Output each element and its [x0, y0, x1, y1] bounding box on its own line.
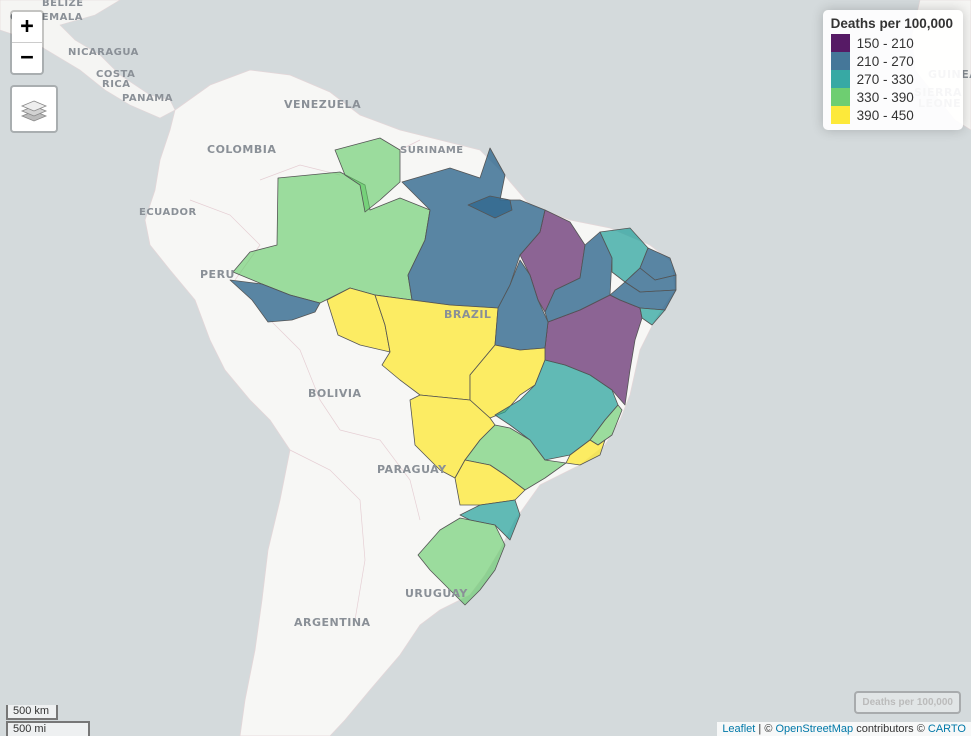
layers-icon [20, 100, 48, 122]
label-costa: COSTA [96, 69, 135, 80]
state-roraima[interactable] [334, 137, 401, 213]
zoom-in-button[interactable]: + [12, 12, 42, 43]
legend-swatch [830, 88, 850, 106]
attribution: Leaflet | © OpenStreetMap contributors ©… [717, 722, 971, 736]
label-ecuador: ECUADOR [139, 207, 197, 218]
label-rica: RICA [102, 79, 131, 90]
label-peru: PERU [200, 268, 235, 281]
legend-label: 150 - 210 [856, 35, 914, 51]
zoom-control: + − [10, 10, 44, 75]
legend-label: 270 - 330 [856, 71, 914, 87]
label-bolivia: BOLIVIA [308, 387, 361, 400]
state-amapa[interactable] [467, 195, 513, 219]
scale-km: 500 km [6, 705, 58, 720]
label-paraguay: PARAGUAY [377, 463, 447, 476]
zoom-out-button[interactable]: − [20, 45, 34, 70]
label-venezuela: VENEZUELA [284, 98, 361, 111]
label-brazil: BRAZIL [444, 308, 491, 321]
map-legend: Deaths per 100,000 150 - 210 210 - 270 270… [822, 10, 963, 130]
state-goias[interactable] [469, 344, 546, 419]
label-uruguay: URUGUAY [405, 587, 468, 600]
legend-swatch [830, 70, 850, 88]
legend-item: 150 - 210 [830, 34, 953, 52]
label-panama: PANAMA [122, 93, 173, 104]
attribution-contrib: contributors © [853, 723, 928, 735]
layers-button[interactable] [10, 85, 58, 133]
osm-link[interactable]: OpenStreetMap [775, 723, 854, 735]
scale-mi: 500 mi [6, 721, 90, 736]
legend-item: 390 - 450 [830, 106, 953, 124]
legend-label: 390 - 450 [856, 107, 914, 123]
legend-swatch [830, 52, 850, 70]
legend-toggle-button[interactable]: Deaths per 100,000 [854, 691, 961, 714]
label-nicaragua: NICARAGUA [68, 47, 139, 58]
state-parana[interactable] [454, 459, 526, 506]
label-colombia: COLOMBIA [207, 143, 276, 156]
legend-swatch [830, 106, 850, 124]
attribution-sep: | © [755, 723, 776, 735]
legend-item: 270 - 330 [830, 70, 953, 88]
legend-label: 330 - 390 [856, 89, 914, 105]
label-belize: BELIZE [42, 0, 84, 9]
legend-swatch [830, 34, 850, 52]
state-rio-grande-do-sul[interactable] [417, 517, 506, 606]
scale-bar: 500 km 500 mi [6, 705, 90, 736]
legend-label: 210 - 270 [856, 53, 914, 69]
leaflet-link[interactable]: Leaflet [722, 723, 756, 735]
state-rio-de-janeiro[interactable] [565, 439, 606, 466]
label-argentina: ARGENTINA [294, 616, 371, 629]
label-suriname: SURINAME [400, 145, 464, 156]
legend-title: Deaths per 100,000 [830, 16, 953, 31]
legend-item: 330 - 390 [830, 88, 953, 106]
legend-item: 210 - 270 [830, 52, 953, 70]
state-acre[interactable] [229, 279, 321, 323]
carto-link[interactable]: CARTO [927, 723, 966, 735]
label-guatemala: GUATEMALA [10, 12, 83, 23]
